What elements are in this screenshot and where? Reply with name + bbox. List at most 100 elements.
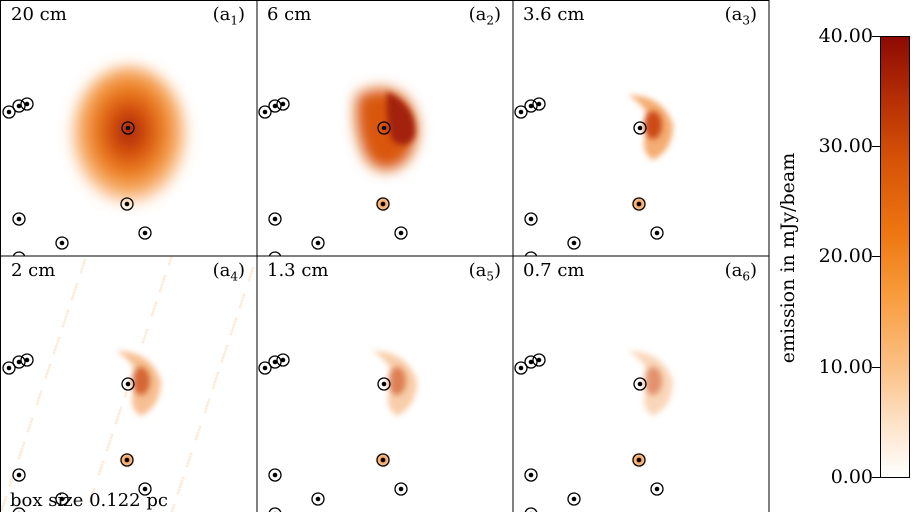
noise-speck (170, 509, 174, 512)
star-marker-dot (381, 125, 387, 131)
star-marker-dot (636, 201, 642, 207)
star-marker-ring (524, 99, 538, 113)
noise-speck (154, 301, 158, 305)
noise-speck (161, 280, 165, 284)
star-marker-dot (528, 359, 534, 365)
emission-map-a6 (514, 351, 673, 512)
noise-speck (106, 445, 110, 449)
star-marker-ring (524, 507, 538, 512)
star-marker-ring (633, 377, 647, 391)
panel-a4: 2 cm (a4) box size 0.122 pc (1, 256, 257, 512)
star-marker-ring (276, 353, 290, 367)
star-marker-dot (142, 486, 148, 492)
emission-map-a3 (514, 95, 673, 256)
noise-speck (22, 441, 26, 445)
panel-a3: 3.6 cm (a3) (513, 0, 769, 256)
emission-core (386, 92, 416, 145)
noise-speck (171, 506, 175, 510)
noise-speck (17, 456, 21, 460)
star-marker-dot (6, 109, 12, 115)
noise-speck (143, 334, 147, 338)
noise-speck (239, 302, 243, 306)
noise-speck (194, 437, 198, 441)
noise-speck (135, 358, 139, 362)
star-marker-ring (268, 507, 282, 512)
noise-speck (250, 269, 254, 273)
star-marker-ring (12, 507, 26, 512)
noise-speck (79, 270, 83, 274)
panel-tag: (a5) (468, 260, 501, 284)
noise-speck (248, 275, 252, 279)
star-marker-dot (528, 216, 534, 222)
star-marker-dot (272, 472, 278, 478)
noise-speck (108, 439, 112, 443)
star-marker-dot (24, 357, 30, 363)
star-marker-dot (636, 457, 642, 463)
noise-speck (8, 483, 12, 487)
star-marker-ring (2, 105, 16, 119)
noise-speck (160, 283, 164, 287)
noise-speck (152, 307, 156, 311)
noise-speck (35, 402, 39, 406)
star-marker-ring (514, 105, 528, 119)
panel-tag: (a2) (468, 4, 501, 28)
noise-speck (114, 421, 118, 425)
colorbar-tick-2 (872, 256, 880, 257)
noise-speck (197, 428, 201, 432)
noise-speck (91, 490, 95, 494)
noise-speck (2, 501, 6, 505)
colorbar-tick-label: 20.00 (818, 245, 873, 267)
noise-speck (64, 315, 68, 319)
star-marker-ring (12, 212, 26, 226)
star-marker-ring (633, 121, 647, 135)
noise-speck (63, 318, 67, 322)
star-marker-dot (518, 109, 524, 115)
noise-speck (29, 420, 33, 424)
noise-speck (238, 305, 242, 309)
wavelength-label: 6 cm (267, 4, 312, 25)
star-marker-dot (315, 240, 321, 246)
star-marker-ring (394, 482, 408, 496)
star-marker-dot (571, 240, 577, 246)
noise-speck (153, 304, 157, 308)
star-marker-dot (380, 201, 386, 207)
wavelength-label: 2 cm (11, 260, 56, 281)
star-marker-ring (20, 97, 34, 111)
noise-speck (136, 355, 140, 359)
noise-speck (215, 374, 219, 378)
noise-speck (204, 407, 208, 411)
emission-map-a5 (258, 351, 417, 512)
noise-speck (37, 396, 41, 400)
noise-speck (81, 264, 85, 268)
star-marker-dot (398, 486, 404, 492)
emission-region (71, 66, 187, 210)
star-marker-ring (311, 236, 325, 250)
noise-speck (233, 320, 237, 324)
noise-speck (27, 426, 31, 430)
star-marker-dot (380, 457, 386, 463)
star-marker-ring (138, 482, 152, 496)
noise-speck (107, 442, 111, 446)
star-marker-dot (654, 486, 660, 492)
noise-speck (251, 266, 255, 270)
noise-speck (181, 476, 185, 480)
star-marker-ring (650, 226, 664, 240)
noise-speck (119, 406, 123, 410)
noise-speck (162, 277, 166, 281)
star-marker-ring (55, 236, 69, 250)
noise-speck (195, 434, 199, 438)
star-marker-ring (632, 197, 646, 211)
noise-speck (180, 479, 184, 483)
box-size-label: box size 0.122 pc (10, 490, 168, 511)
noise-speck (222, 353, 226, 357)
star-marker-ring (524, 212, 538, 226)
noise-speck (178, 485, 182, 489)
star-marker-ring (524, 355, 538, 369)
noise-speck (186, 461, 190, 465)
noise-speck (211, 386, 215, 390)
star-marker-ring (258, 105, 272, 119)
noise-speck (80, 267, 84, 271)
star-marker-ring (276, 97, 290, 111)
noise-speck (52, 351, 56, 355)
star-marker-ring (12, 355, 26, 369)
